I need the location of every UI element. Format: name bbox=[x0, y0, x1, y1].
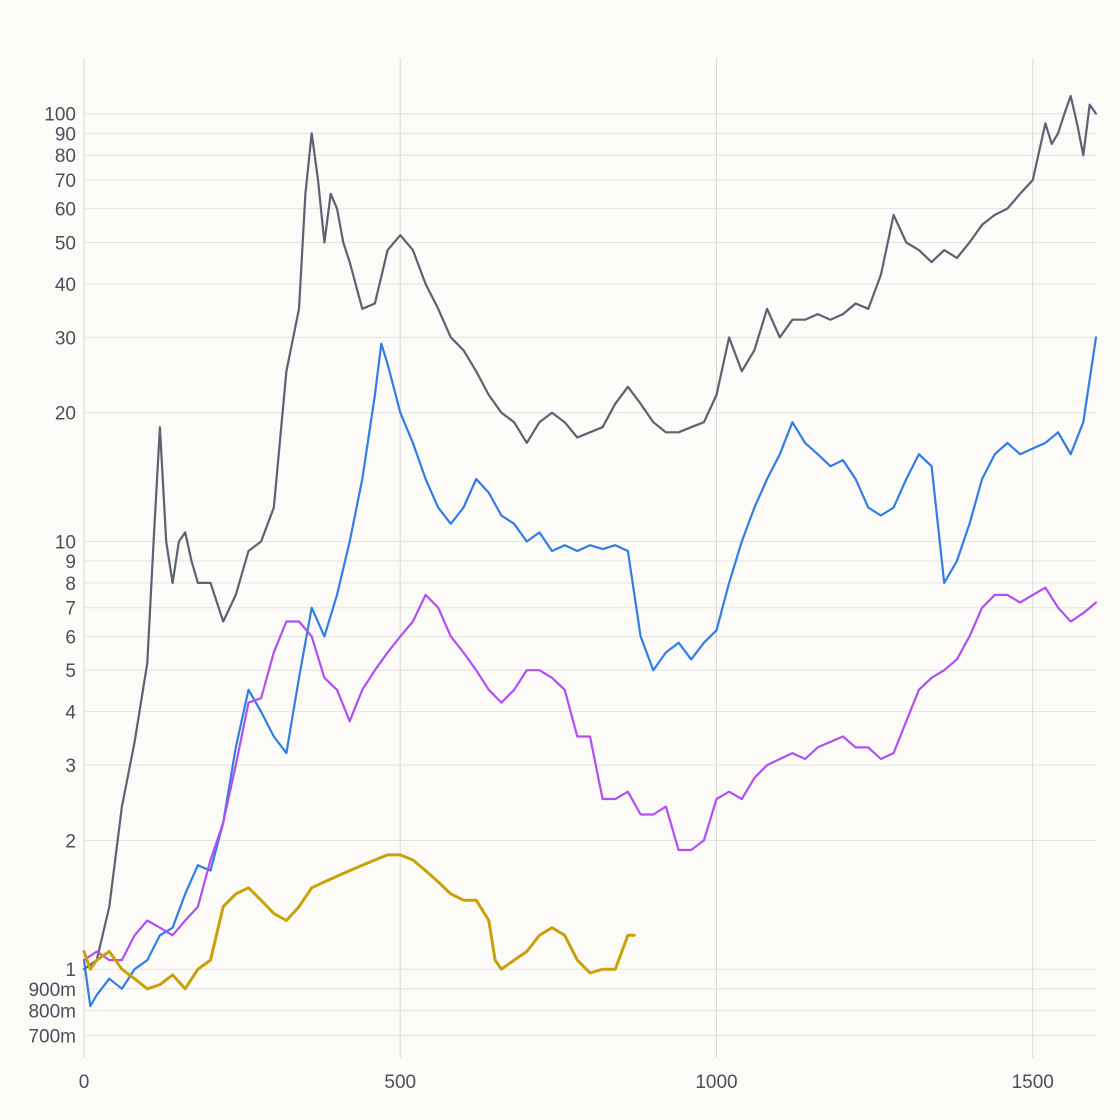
y-tick-label: 40 bbox=[55, 275, 76, 296]
y-tick-label: 1 bbox=[65, 960, 76, 981]
y-tick-label: 6 bbox=[65, 627, 76, 648]
y-tick-label: 90 bbox=[55, 124, 76, 145]
series-line-4 bbox=[82, 853, 636, 991]
y-tick-label: 50 bbox=[55, 234, 76, 255]
y-tick-label: 30 bbox=[55, 328, 76, 349]
y-tick-label: 80 bbox=[55, 146, 76, 167]
x-tick-label: 1000 bbox=[695, 1072, 737, 1093]
y-tick-label: 700m bbox=[28, 1026, 76, 1047]
y-tick-label: 9 bbox=[65, 552, 76, 573]
series-group bbox=[82, 94, 1098, 1008]
y-tick-label: 100 bbox=[44, 105, 76, 126]
y-tick-label: 800m bbox=[28, 1002, 76, 1023]
y-tick-label: 8 bbox=[65, 574, 76, 595]
y-tick-label: 4 bbox=[65, 703, 76, 724]
y-tick-label: 20 bbox=[55, 404, 76, 425]
series-line-2 bbox=[82, 336, 1098, 1008]
y-tick-label: 70 bbox=[55, 171, 76, 192]
x-axis: 0 500 1000 1500 bbox=[79, 1072, 1054, 1093]
y-tick-label: 3 bbox=[65, 756, 76, 777]
series-line-1 bbox=[82, 94, 1098, 971]
y-tick-label: 5 bbox=[65, 661, 76, 682]
y-tick-label: 900m bbox=[28, 980, 76, 1001]
x-tick-label: 500 bbox=[384, 1072, 416, 1093]
y-tick-label: 2 bbox=[65, 831, 76, 852]
y-tick-label: 60 bbox=[55, 200, 76, 221]
x-tick-label: 0 bbox=[79, 1072, 90, 1093]
grid bbox=[83, 58, 1096, 1058]
x-tick-label: 1500 bbox=[1012, 1072, 1054, 1093]
y-tick-label: 10 bbox=[55, 532, 76, 553]
series-line-3 bbox=[82, 586, 1098, 962]
y-tick-label: 7 bbox=[65, 599, 76, 620]
